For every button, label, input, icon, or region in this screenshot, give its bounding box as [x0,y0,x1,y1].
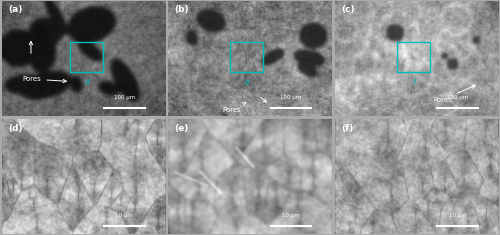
Text: (f): (f) [342,124,353,133]
Bar [70,42,103,72]
Text: 10 μm: 10 μm [448,213,466,218]
Text: (a): (a) [8,5,22,14]
Text: e: e [244,78,249,87]
Text: (c): (c) [342,5,355,14]
Bar [230,42,263,72]
Text: d: d [84,78,89,87]
Text: 100 μm: 100 μm [280,95,301,100]
Text: Pores: Pores [23,76,66,83]
Text: 10 μm: 10 μm [116,213,133,218]
Text: Pores: Pores [433,85,476,103]
Text: (b): (b) [174,5,190,14]
Text: 10 μm: 10 μm [282,213,300,218]
Text: 100 μm: 100 μm [114,95,135,100]
Text: 100 μm: 100 μm [447,95,468,100]
Text: f: f [412,78,414,87]
Text: Pores: Pores [222,103,246,113]
Text: (d): (d) [8,124,22,133]
Bar [397,42,430,72]
Text: (e): (e) [174,124,189,133]
